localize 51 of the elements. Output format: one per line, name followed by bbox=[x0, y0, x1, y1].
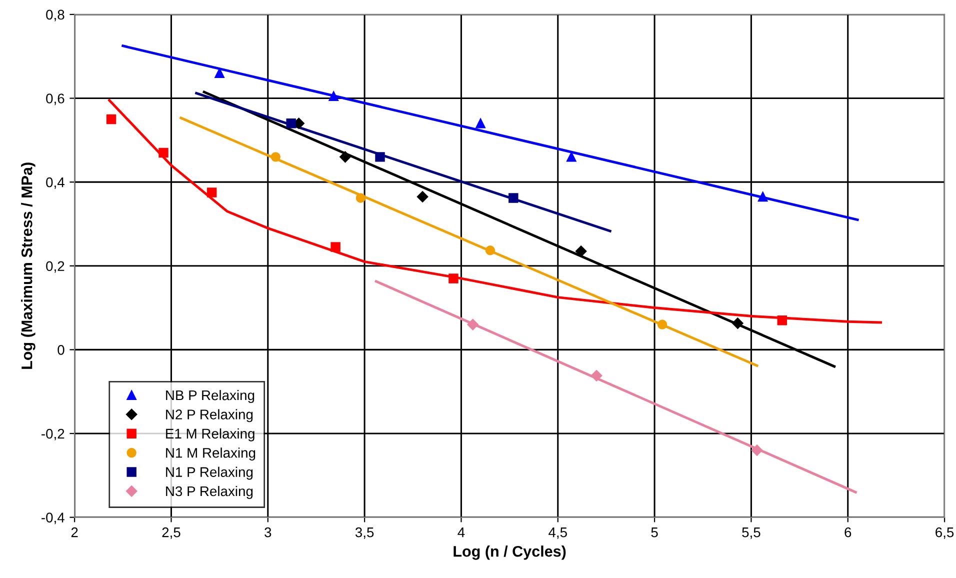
y-tick-label: 0,4 bbox=[46, 177, 64, 189]
point bbox=[416, 191, 428, 202]
legend-label: NB P Relaxing bbox=[166, 390, 254, 403]
y-tick-label: -0,4 bbox=[42, 512, 64, 524]
x-tick-label: 3 bbox=[264, 527, 272, 538]
legend-label: N1 M Relaxing bbox=[166, 448, 256, 461]
x-tick-label: 6,5 bbox=[936, 527, 954, 539]
point bbox=[206, 188, 217, 198]
y-tick-label: 0 bbox=[58, 345, 64, 355]
point bbox=[732, 318, 744, 329]
y-tick-label: -0,2 bbox=[42, 428, 64, 440]
point bbox=[657, 320, 668, 330]
x-tick-label: 4 bbox=[458, 528, 465, 538]
y-axis-title: Log (Maximum Stress / MPa) bbox=[21, 162, 36, 369]
point bbox=[340, 151, 351, 163]
point bbox=[777, 315, 787, 326]
point bbox=[758, 192, 768, 202]
point bbox=[590, 370, 602, 382]
legend-label: E1 M Relaxing bbox=[166, 428, 254, 442]
point bbox=[158, 148, 168, 158]
point bbox=[476, 118, 486, 128]
point bbox=[467, 318, 478, 330]
point bbox=[751, 444, 763, 456]
x-tick-label: 5 bbox=[651, 528, 658, 538]
x-tick-label: 2,5 bbox=[162, 527, 180, 539]
legend-label: N2 P Relaxing bbox=[166, 409, 253, 422]
y-tick-label: 0,6 bbox=[46, 94, 64, 106]
point bbox=[575, 246, 587, 257]
point bbox=[214, 68, 224, 78]
y-tick-label: 0,2 bbox=[46, 261, 64, 273]
x-tick-label: 3,5 bbox=[355, 527, 374, 539]
point bbox=[485, 246, 496, 256]
point bbox=[448, 274, 458, 284]
point bbox=[375, 152, 385, 162]
point bbox=[270, 152, 280, 162]
x-axis-title: Log (n / Cycles) bbox=[454, 546, 566, 560]
x-tick-label: 2 bbox=[71, 527, 78, 538]
line-series bbox=[108, 99, 882, 324]
point bbox=[508, 193, 518, 203]
point bbox=[286, 118, 296, 128]
point bbox=[106, 114, 116, 124]
legend-label: N3 P Relaxing bbox=[166, 486, 253, 499]
point bbox=[566, 152, 576, 162]
point bbox=[330, 242, 340, 252]
x-tick-label: 5,5 bbox=[742, 528, 760, 539]
x-tick-label: 6 bbox=[844, 527, 852, 538]
point bbox=[328, 91, 338, 102]
y-tick-label: 0,8 bbox=[46, 10, 64, 22]
legend-label: N1 P Relaxing bbox=[166, 466, 253, 480]
x-tick-label: 4,5 bbox=[548, 528, 567, 539]
point bbox=[356, 193, 366, 203]
